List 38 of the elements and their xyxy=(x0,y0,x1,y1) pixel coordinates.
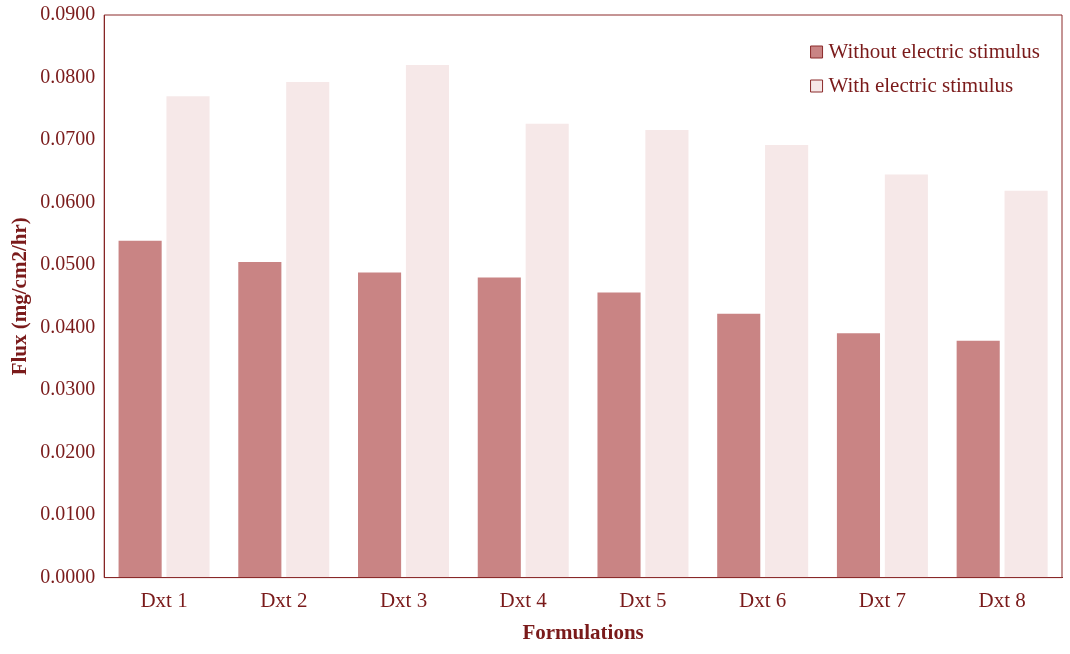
bar xyxy=(358,272,402,578)
y-tick-label: 0.0500 xyxy=(40,252,96,275)
bar xyxy=(166,96,210,578)
bar xyxy=(286,81,330,578)
x-tick-label: Dxt 5 xyxy=(619,587,667,612)
y-tick-label: 0.0900 xyxy=(40,2,96,25)
y-tick-label: 0.0800 xyxy=(40,64,96,87)
legend-label: Without electric stimulus xyxy=(828,38,1041,63)
bar xyxy=(836,333,881,578)
bar xyxy=(956,340,1000,578)
bar xyxy=(765,145,809,578)
bar xyxy=(884,174,928,578)
y-tick-label: 0.0600 xyxy=(40,189,96,212)
y-tick-label: 0.0200 xyxy=(40,439,96,462)
x-tick-label: Dxt 3 xyxy=(379,587,428,612)
bar xyxy=(645,130,689,578)
y-axis-title: Flux (mg/cm2/hr) xyxy=(7,217,32,376)
x-tick-label: Dxt 7 xyxy=(858,587,907,612)
y-tick-label: 0.0300 xyxy=(40,377,96,400)
legend-label: With electric stimulus xyxy=(828,72,1014,97)
x-axis-title: Formulations xyxy=(522,619,644,644)
bar xyxy=(525,123,569,578)
bar xyxy=(597,292,641,578)
x-tick-label: Dxt 2 xyxy=(260,587,308,612)
x-tick-label: Dxt 6 xyxy=(739,587,787,612)
x-tick-label: Dxt 8 xyxy=(978,587,1026,612)
bar xyxy=(405,65,450,578)
bar xyxy=(1004,190,1048,578)
bar xyxy=(238,261,282,578)
bar xyxy=(477,277,521,578)
x-tick-label: Dxt 1 xyxy=(140,587,188,612)
bar xyxy=(118,240,162,578)
y-tick-label: 0.0700 xyxy=(40,127,96,150)
y-tick-label: 0.0000 xyxy=(40,564,96,587)
y-tick-label: 0.0400 xyxy=(40,314,96,337)
bar xyxy=(717,313,761,578)
x-tick-label: Dxt 4 xyxy=(499,587,548,612)
y-tick-label: 0.0100 xyxy=(40,502,96,525)
